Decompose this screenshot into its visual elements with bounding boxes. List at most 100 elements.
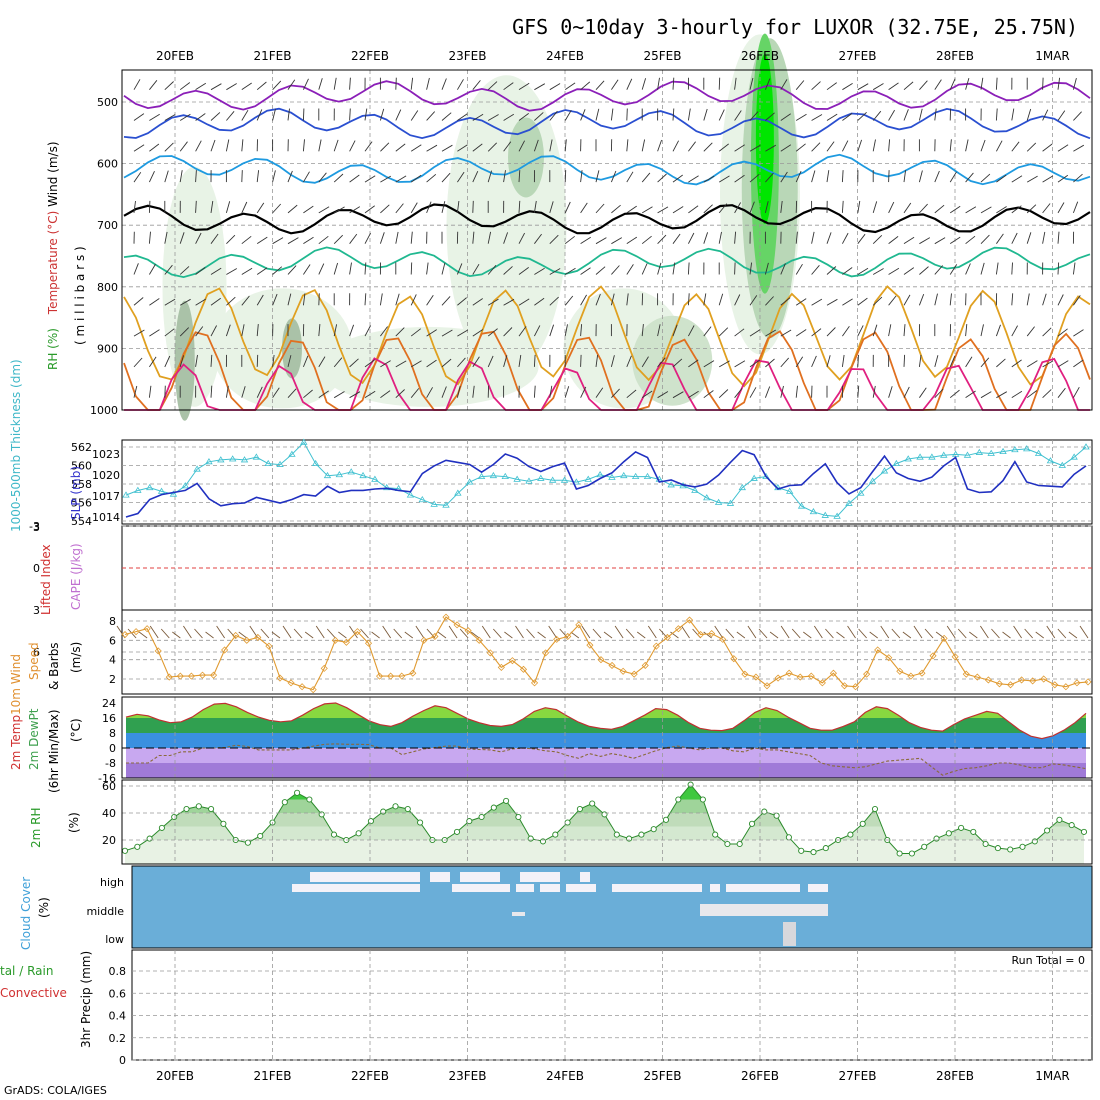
wind10m-point: [575, 621, 583, 629]
wind-barb: [256, 236, 268, 245]
wind-barb: [1011, 232, 1018, 244]
thickness-point: [371, 475, 379, 482]
wind-barb: [1073, 144, 1085, 152]
wind-barb: [1026, 142, 1037, 152]
rh2m-point: [650, 826, 657, 833]
cloud-high-block: [726, 884, 800, 892]
wind10m-point: [851, 683, 860, 691]
wind-barb: [441, 112, 452, 121]
wind-barb: [996, 233, 1004, 244]
wind-barb: [395, 327, 405, 337]
wind10m-point: [697, 630, 705, 639]
wind10m-point: [1018, 676, 1026, 684]
temp-tick: 0: [109, 742, 116, 755]
wind-barb: [457, 329, 469, 337]
thickness-point: [1082, 443, 1090, 450]
temp-band: [126, 733, 1086, 748]
cape-ylabel: CAPE (J/kg): [69, 543, 83, 610]
wind10m-point: [364, 639, 373, 647]
wind10m-point: [674, 625, 683, 633]
wind10m-barb: [1035, 631, 1044, 639]
wind-barb: [549, 268, 561, 275]
wind-barb: [333, 357, 343, 368]
wind-barb: [657, 77, 660, 90]
wind-barb: [487, 114, 499, 121]
wind-barb: [1011, 205, 1022, 214]
isotherm-line: [123, 153, 1091, 186]
wind-barb: [349, 358, 359, 368]
wind-barb: [918, 293, 925, 306]
wind-barb: [333, 139, 339, 152]
date-label-top: 26FEB: [741, 49, 779, 63]
wind-barb: [595, 387, 604, 398]
date-label-bottom: 22FEB: [351, 1069, 389, 1083]
wind-barb: [580, 202, 588, 214]
wind-barb: [949, 78, 956, 90]
rh2m-point: [417, 819, 424, 826]
wind-barb: [949, 389, 960, 399]
wind-barb: [549, 139, 553, 152]
wind-barb: [688, 175, 699, 183]
wind-barb: [225, 324, 231, 337]
cloud-high-block: [580, 872, 590, 882]
li-tick: -3: [29, 520, 40, 533]
rh2m-point: [134, 843, 141, 850]
wind10m-barb: [149, 625, 159, 639]
thickness-point: [300, 438, 308, 445]
wind-barb: [1026, 232, 1032, 244]
wind10m-barb: [647, 625, 657, 639]
isotherm-line: [123, 285, 1091, 388]
wind10m-point: [863, 670, 871, 678]
wind-barb: [564, 295, 574, 306]
wind-barb: [764, 201, 769, 213]
wind-barb: [226, 234, 236, 244]
wind-barb: [349, 391, 361, 399]
wind-barb: [518, 140, 525, 152]
rh2m-point: [367, 818, 374, 825]
rh2m-point: [195, 803, 202, 810]
wind-barb: [718, 293, 724, 306]
wind-barb: [919, 80, 928, 90]
thickness-point: [430, 500, 438, 507]
wind-barb: [225, 385, 229, 398]
wind-barb: [164, 81, 174, 91]
thickness-point: [181, 482, 189, 489]
rh2m-point: [994, 845, 1001, 852]
wind-barb: [918, 170, 923, 183]
wind-barb: [995, 108, 998, 121]
wind-barb: [749, 329, 761, 337]
wind-barb: [718, 327, 729, 337]
thickness-point: [548, 476, 557, 483]
wind10m-barb: [736, 631, 746, 639]
wind-barb: [888, 170, 890, 183]
wind-barb: [996, 391, 1008, 399]
wind-barb: [518, 267, 529, 275]
wind-frame: [121, 609, 1093, 695]
wind10m-point: [542, 649, 550, 657]
temperature-label: Temperature (°C): [46, 211, 60, 316]
wind-barb: [657, 234, 667, 244]
wind10m-barb: [825, 628, 834, 639]
wind-barb: [1072, 77, 1077, 90]
wind-barb: [826, 327, 836, 337]
wind10m-point: [331, 636, 339, 644]
cloud-high-block: [310, 872, 420, 882]
wind-barb: [857, 267, 869, 275]
wind-barb: [672, 391, 684, 399]
rh2m-point: [490, 804, 497, 811]
wind-barb: [518, 232, 525, 244]
wind10m-barb: [769, 631, 779, 639]
wind-barb: [1057, 387, 1066, 398]
wind10m-barb: [504, 631, 513, 639]
precip-tick: 0: [119, 1054, 126, 1067]
cloud-high-block: [430, 872, 450, 882]
thickness-point: [1046, 457, 1055, 464]
wind-barb: [857, 111, 867, 121]
wind-barb: [534, 233, 542, 244]
rh2m-point: [380, 808, 387, 815]
wind-barb: [472, 329, 484, 337]
wind-barb: [718, 143, 729, 152]
cloud-low-block: [783, 922, 796, 946]
rh2m-point: [183, 805, 190, 813]
wind-barb: [903, 324, 906, 337]
